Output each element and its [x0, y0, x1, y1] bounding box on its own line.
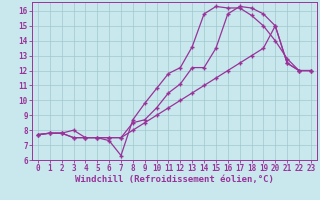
X-axis label: Windchill (Refroidissement éolien,°C): Windchill (Refroidissement éolien,°C) [75, 175, 274, 184]
